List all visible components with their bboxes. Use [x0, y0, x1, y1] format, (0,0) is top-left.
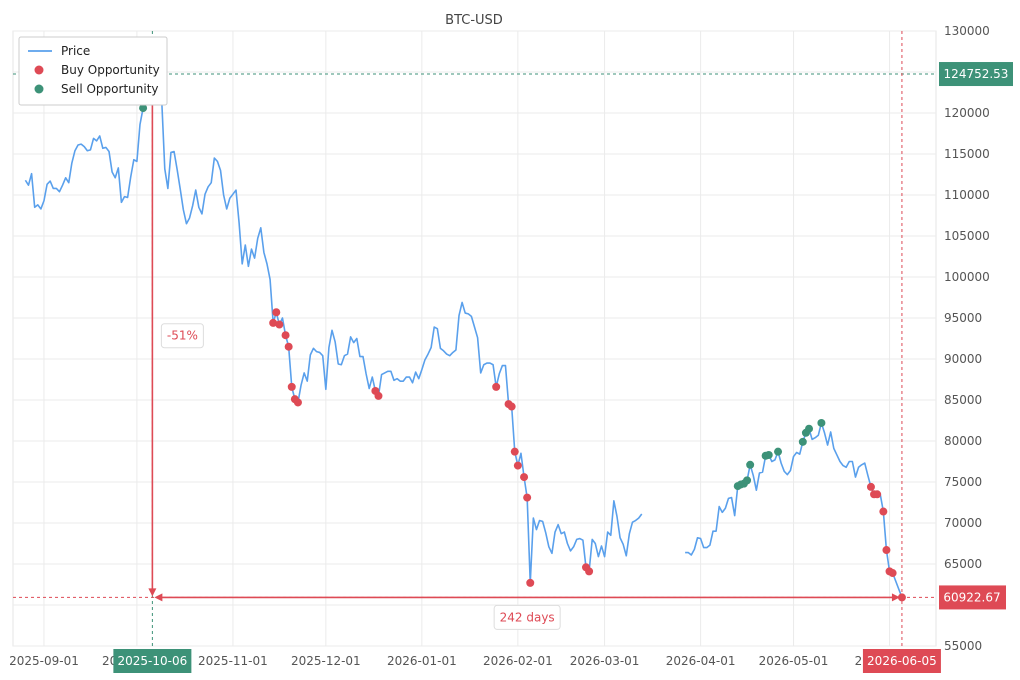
buy-marker — [585, 567, 594, 576]
legend-sell-swatch — [34, 84, 44, 94]
buy-marker — [882, 546, 891, 555]
buy-marker — [507, 402, 516, 411]
max-value-badge-text: 124752.53 — [944, 67, 1009, 81]
buy-marker — [897, 593, 906, 602]
x-tick-label: 2025-09-01 — [9, 654, 79, 668]
marker-layer — [139, 70, 906, 602]
sell-marker — [805, 424, 814, 433]
grid — [12, 30, 937, 647]
x-tick-label: 2026-03-01 — [570, 654, 640, 668]
legend-price-label: Price — [61, 44, 90, 58]
price-line — [685, 422, 903, 598]
y-tick-label: 115000 — [944, 147, 990, 161]
legend: Price Buy Opportunity Sell Opportunity — [18, 36, 168, 106]
y-tick-label: 110000 — [944, 188, 990, 202]
sell-marker — [764, 450, 773, 459]
sell-marker — [139, 104, 148, 113]
min-date-badge — [862, 649, 941, 673]
y-tick-label: 70000 — [944, 516, 982, 530]
sell-marker — [774, 447, 783, 456]
max-date-badge-text: 2025-10-06 — [118, 654, 188, 668]
buy-marker — [523, 493, 532, 502]
x-tick-label: 2026-04-01 — [666, 654, 736, 668]
y-tick-label: 130000 — [944, 24, 990, 38]
buy-marker — [287, 382, 296, 391]
buy-marker — [272, 308, 281, 317]
annotation-layer: -51% 242 days — [13, 31, 936, 646]
legend-box — [18, 36, 168, 106]
y-tick-label: 55000 — [944, 639, 982, 653]
y-tick-label: 90000 — [944, 352, 982, 366]
max-value-badge — [939, 62, 1013, 87]
buy-marker — [275, 320, 284, 329]
chart-title: BTC-USD — [445, 13, 503, 28]
price-line-layer — [24, 73, 903, 598]
buy-marker — [281, 331, 290, 340]
y-tick-label: 75000 — [944, 475, 982, 489]
min-value-badge-text: 60922.67 — [943, 590, 1000, 604]
buy-marker — [284, 342, 293, 351]
sell-marker — [743, 476, 752, 485]
axis-layer: 5500060000650007000075000800008500090000… — [9, 24, 1013, 673]
max-date-badge — [113, 649, 192, 673]
sell-marker — [817, 418, 826, 427]
y-tick-label: 85000 — [944, 393, 982, 407]
buy-marker — [513, 461, 522, 470]
y-tick-label: 65000 — [944, 557, 982, 571]
y-tick-label: 80000 — [944, 434, 982, 448]
buy-marker — [374, 391, 383, 400]
duration-label-box — [493, 604, 561, 630]
x-tick-label: 2025-12-01 — [291, 654, 361, 668]
drawdown-label-box — [160, 323, 204, 349]
legend-buy-label: Buy Opportunity — [61, 63, 160, 77]
buy-marker — [293, 398, 302, 407]
drawdown-label: -51% — [167, 329, 198, 343]
buy-marker — [520, 473, 529, 482]
y-tick-label: 105000 — [944, 229, 990, 243]
buy-marker — [510, 447, 519, 456]
y-tick-label: 100000 — [944, 270, 990, 284]
duration-arrow-head-right — [891, 593, 900, 602]
duration-arrow-head-left — [154, 593, 163, 602]
sell-marker — [798, 437, 807, 446]
legend-sell-label: Sell Opportunity — [61, 82, 159, 96]
legend-buy-swatch — [34, 65, 44, 75]
plot-area — [12, 30, 937, 647]
buy-marker — [492, 382, 501, 391]
drawdown-arrow-head — [148, 588, 157, 597]
duration-label: 242 days — [500, 610, 555, 624]
x-tick-label: 2026-01-01 — [387, 654, 457, 668]
x-tick-label: 2026-02-01 — [483, 654, 553, 668]
x-tick-label: 2025-11-01 — [198, 654, 268, 668]
y-tick-label: 95000 — [944, 311, 982, 325]
buy-marker — [269, 318, 278, 327]
y-tick-label: 120000 — [944, 106, 990, 120]
price-line — [24, 73, 643, 584]
buy-marker — [873, 490, 882, 499]
x-tick-label: 2026-05-01 — [759, 654, 829, 668]
min-value-badge — [939, 585, 1006, 610]
buy-marker — [879, 507, 888, 516]
min-date-badge-text: 2026-06-05 — [867, 654, 937, 668]
buy-marker — [526, 578, 535, 587]
sell-marker — [746, 460, 755, 469]
buy-marker — [866, 482, 875, 491]
buy-marker — [888, 569, 897, 578]
